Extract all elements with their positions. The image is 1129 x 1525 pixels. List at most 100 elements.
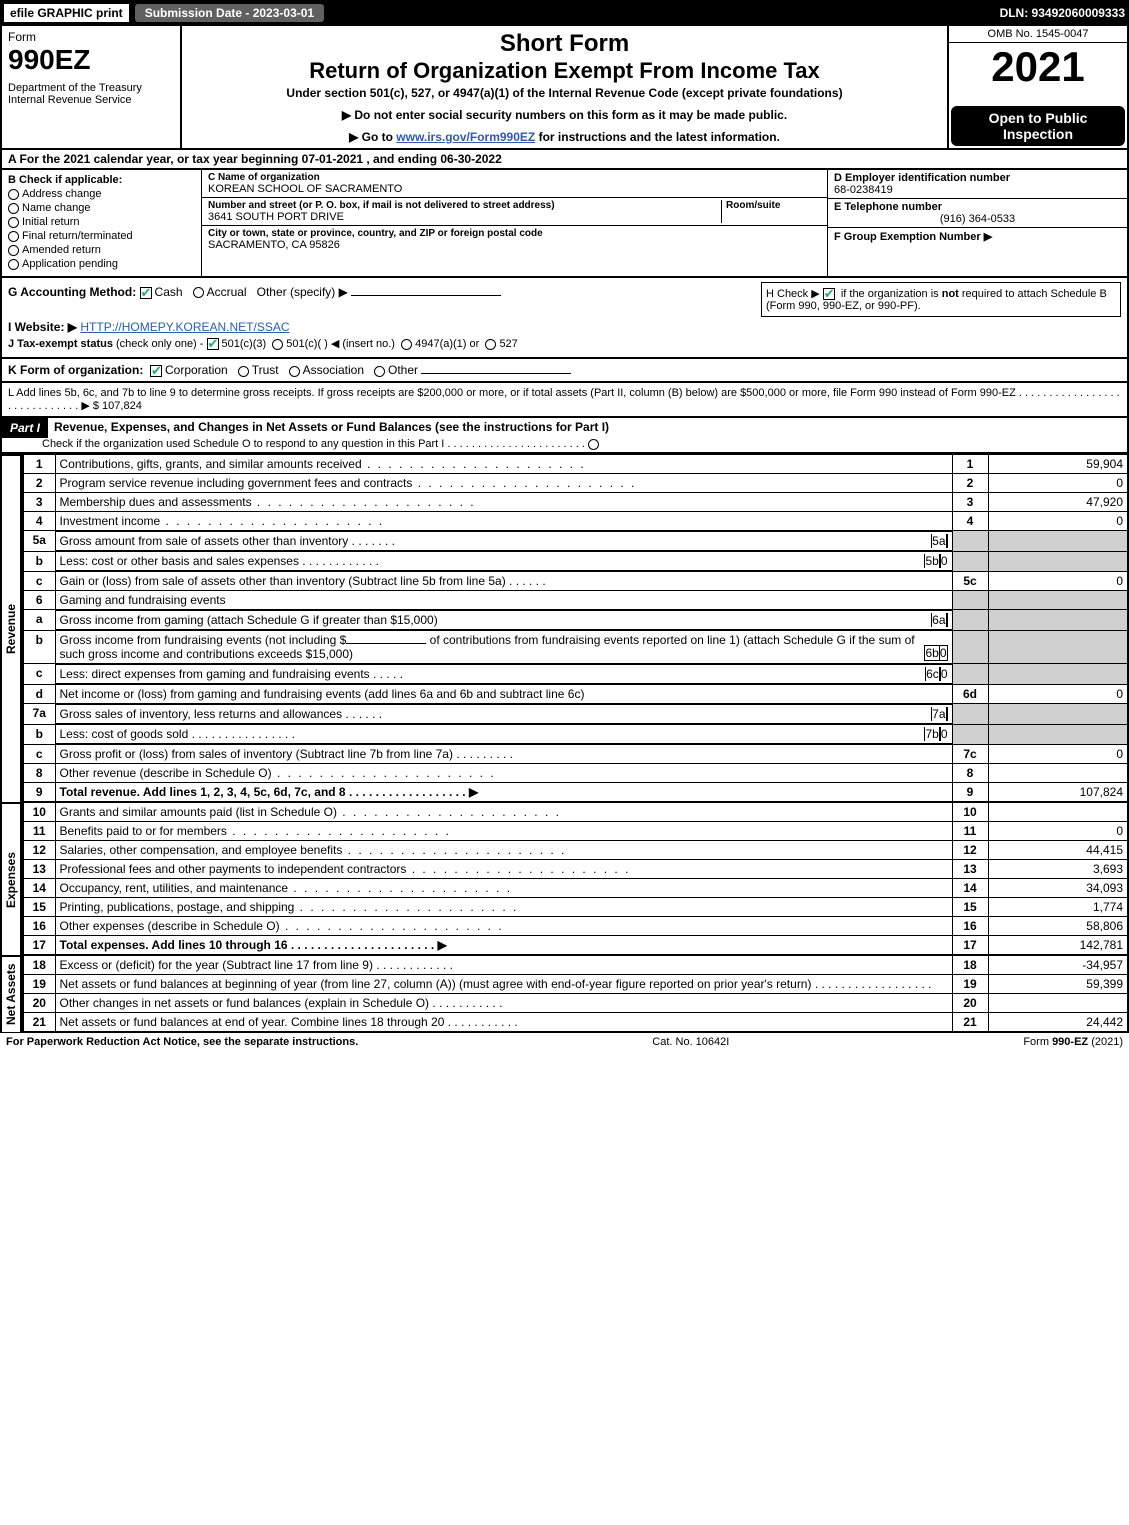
b-opt-amended[interactable]: Amended return [8, 244, 195, 256]
line-6d: dNet income or (loss) from gaming and fu… [23, 685, 1128, 704]
revenue-table: 1Contributions, gifts, grants, and simil… [22, 454, 1129, 802]
line-5b: bLess: cost or other basis and sales exp… [23, 551, 1128, 572]
b-opt-pending[interactable]: Application pending [8, 258, 195, 270]
j-501c3-check[interactable] [207, 338, 219, 350]
line-21: 21Net assets or fund balances at end of … [23, 1013, 1128, 1032]
j-label: J Tax-exempt status [8, 338, 113, 350]
line-3: 3Membership dues and assessments347,920 [23, 493, 1128, 512]
omb-number: OMB No. 1545-0047 [949, 26, 1127, 43]
k-trust-radio[interactable] [238, 366, 249, 377]
k-corp-check[interactable] [150, 365, 162, 377]
addr-cell: Number and street (or P. O. box, if mail… [202, 198, 827, 226]
line-i: I Website: ▶ HTTP://HOMEPY.KOREAN.NET/SS… [8, 320, 1121, 334]
section-ghijkl: H Check ▶ if the organization is not req… [0, 278, 1129, 359]
g-other: Other (specify) ▶ [257, 285, 348, 299]
k-other-line[interactable] [421, 373, 571, 374]
footer-right: Form 990-EZ (2021) [1023, 1036, 1123, 1048]
city-label: City or town, state or province, country… [208, 228, 821, 239]
expenses-vlabel: Expenses [0, 802, 22, 955]
line-14: 14Occupancy, rent, utilities, and mainte… [23, 879, 1128, 898]
part1-badge: Part I [2, 418, 48, 438]
main-title: Return of Organization Exempt From Incom… [190, 58, 939, 84]
j-4947-radio[interactable] [401, 339, 412, 350]
l-text: L Add lines 5b, 6c, and 7b to line 9 to … [8, 387, 1120, 412]
form-number: 990EZ [8, 44, 174, 76]
part1-schedo-check[interactable] [588, 439, 599, 450]
revenue-section: Revenue 1Contributions, gifts, grants, a… [0, 454, 1129, 802]
line-9: 9Total revenue. Add lines 1, 2, 3, 4, 5c… [23, 783, 1128, 802]
b-opt-initial[interactable]: Initial return [8, 216, 195, 228]
line-18: 18Excess or (deficit) for the year (Subt… [23, 956, 1128, 975]
line-2: 2Program service revenue including gover… [23, 474, 1128, 493]
line-12: 12Salaries, other compensation, and empl… [23, 841, 1128, 860]
city-cell: City or town, state or province, country… [202, 226, 827, 253]
h-not: not [942, 288, 959, 300]
j-4947: 4947(a)(1) or [415, 338, 479, 350]
g-cash-check[interactable] [140, 287, 152, 299]
j-501c3: 501(c)(3) [222, 338, 267, 350]
line-a: A For the 2021 calendar year, or tax yea… [0, 150, 1129, 170]
org-name: KOREAN SCHOOL OF SACRAMENTO [208, 183, 821, 195]
goto-note: ▶ Go to www.irs.gov/Form990EZ for instru… [190, 130, 939, 144]
j-527-radio[interactable] [485, 339, 496, 350]
netassets-vlabel: Net Assets [0, 955, 22, 1032]
line-4: 4Investment income40 [23, 512, 1128, 531]
room-label: Room/suite [726, 200, 821, 211]
j-501c-radio[interactable] [272, 339, 283, 350]
line-16: 16Other expenses (describe in Schedule O… [23, 917, 1128, 936]
k-other-radio[interactable] [374, 366, 385, 377]
i-label: I Website: ▶ [8, 320, 77, 334]
section-h: H Check ▶ if the organization is not req… [761, 282, 1121, 317]
g-accrual: Accrual [207, 285, 247, 299]
ein-value: 68-0238419 [834, 184, 1121, 196]
department: Department of the Treasury Internal Reve… [8, 82, 174, 106]
netassets-table: 18Excess or (deficit) for the year (Subt… [22, 955, 1129, 1032]
k-label: K Form of organization: [8, 363, 143, 377]
ein-label: D Employer identification number [834, 172, 1121, 184]
irs-link[interactable]: www.irs.gov/Form990EZ [396, 130, 535, 144]
h-pre: H Check ▶ [766, 288, 820, 300]
line-7a: 7aGross sales of inventory, less returns… [23, 704, 1128, 725]
h-checkbox[interactable] [823, 288, 835, 300]
submission-date: Submission Date - 2023-03-01 [135, 4, 324, 22]
line-10: 10Grants and similar amounts paid (list … [23, 803, 1128, 822]
j-sub: (check only one) - [116, 338, 203, 350]
tel-cell: E Telephone number (916) 364-0533 [828, 199, 1127, 228]
line-20: 20Other changes in net assets or fund ba… [23, 994, 1128, 1013]
line-6b: bGross income from fundraising events (n… [23, 631, 1128, 664]
line-6: 6Gaming and fundraising events [23, 591, 1128, 610]
g-label: G Accounting Method: [8, 285, 136, 299]
k-assoc-radio[interactable] [289, 366, 300, 377]
line-1: 1Contributions, gifts, grants, and simil… [23, 455, 1128, 474]
revenue-vlabel: Revenue [0, 454, 22, 802]
g-cash: Cash [155, 285, 183, 299]
b-opt-address[interactable]: Address change [8, 188, 195, 200]
netassets-section: Net Assets 18Excess or (deficit) for the… [0, 955, 1129, 1032]
b-opt-final[interactable]: Final return/terminated [8, 230, 195, 242]
line-13: 13Professional fees and other payments t… [23, 860, 1128, 879]
g-accrual-radio[interactable] [193, 287, 204, 298]
line-19: 19Net assets or fund balances at beginni… [23, 975, 1128, 994]
form-header: Form 990EZ Department of the Treasury In… [0, 26, 1129, 150]
section-c: C Name of organization KOREAN SCHOOL OF … [202, 170, 827, 276]
line-6a: aGross income from gaming (attach Schedu… [23, 610, 1128, 631]
street-address: 3641 SOUTH PORT DRIVE [208, 211, 721, 223]
tel-label: E Telephone number [834, 201, 1121, 213]
goto-post: for instructions and the latest informat… [535, 130, 780, 144]
header-left: Form 990EZ Department of the Treasury In… [2, 26, 182, 148]
line-5a: 5aGross amount from sale of assets other… [23, 531, 1128, 552]
short-form-title: Short Form [190, 30, 939, 58]
website-link[interactable]: HTTP://HOMEPY.KOREAN.NET/SSAC [80, 320, 289, 334]
org-name-label: C Name of organization [208, 172, 821, 183]
g-other-line[interactable] [351, 295, 501, 296]
line-11: 11Benefits paid to or for members110 [23, 822, 1128, 841]
dln: DLN: 93492060009333 [1000, 6, 1125, 20]
ein-cell: D Employer identification number 68-0238… [828, 170, 1127, 199]
header-right: OMB No. 1545-0047 2021 Open to Public In… [947, 26, 1127, 148]
efile-label[interactable]: efile GRAPHIC print [4, 4, 129, 22]
group-label: F Group Exemption Number ▶ [834, 231, 992, 243]
l-amount: 107,824 [102, 400, 142, 412]
h-mid: if the organization is [841, 288, 942, 300]
b-opt-name[interactable]: Name change [8, 202, 195, 214]
footer-catno: Cat. No. 10642I [652, 1036, 729, 1048]
